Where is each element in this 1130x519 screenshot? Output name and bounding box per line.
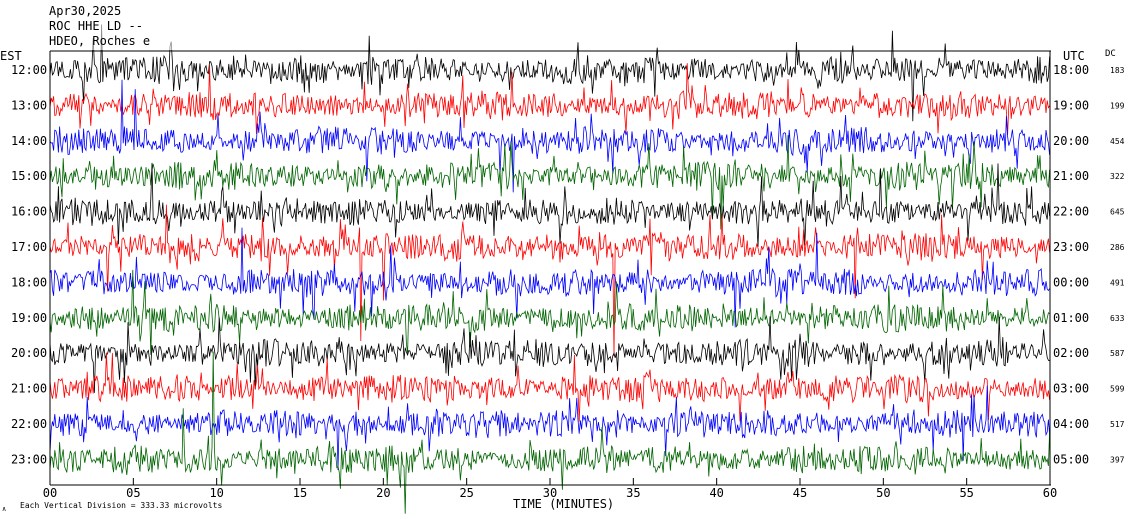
x-tick-label: 45 <box>793 486 807 500</box>
utc-hour-label: 05:00 <box>1053 452 1089 466</box>
dc-offset-labels: 183 199 454 322 645 286 491 633 587 599 517 397 <box>1110 66 1125 464</box>
trace-line <box>49 352 1050 422</box>
dc-offset-value: 397 <box>1110 455 1125 464</box>
trace-line <box>49 24 1050 122</box>
est-hour-label: 16:00 <box>11 205 47 219</box>
est-time-labels: 12:00 13:00 14:00 15:00 16:00 17:00 18:00 19:00… <box>11 63 47 466</box>
est-hour-label: 21:00 <box>11 382 47 396</box>
x-tick-label: 15 <box>293 486 307 500</box>
x-tick-labels: 00 05 10 15 20 25 30 35 40 45 50 55 60 <box>43 486 1057 500</box>
dc-offset-value: 599 <box>1110 385 1125 394</box>
x-axis-title: TIME (MINUTES) <box>513 497 614 511</box>
est-axis-label: EST <box>0 49 22 63</box>
seismic-traces <box>49 24 1050 514</box>
x-tick-label: 55 <box>959 486 973 500</box>
trace-line <box>49 162 1050 247</box>
trace-line <box>49 385 1050 471</box>
trace-line <box>49 63 1050 136</box>
utc-hour-label: 01:00 <box>1053 311 1089 325</box>
x-tick-label: 25 <box>459 486 473 500</box>
trace-line <box>49 135 1050 230</box>
utc-hour-label: 00:00 <box>1053 275 1089 289</box>
dc-offset-value: 491 <box>1110 278 1125 287</box>
dc-offset-value: 454 <box>1110 137 1125 146</box>
x-tick-label: 50 <box>876 486 890 500</box>
x-tick-label: 05 <box>126 486 140 500</box>
dc-offset-value: 633 <box>1110 314 1125 323</box>
header: Apr30,2025 ROC HHE LD -- HDEO, Roches e <box>45 2 183 50</box>
dc-offset-value: 587 <box>1110 349 1125 358</box>
dc-offset-value: 199 <box>1110 101 1125 110</box>
dc-offset-value: 322 <box>1110 172 1125 181</box>
dc-offset-value: 517 <box>1110 420 1125 429</box>
trace-line <box>49 227 1050 328</box>
header-date: Apr30,2025 <box>49 4 121 18</box>
est-hour-label: 20:00 <box>11 346 47 360</box>
dc-axis-label: DC <box>1105 49 1116 59</box>
scale-note: Each Vertical Division = 333.33 microvol… <box>20 501 222 510</box>
dc-offset-value: 645 <box>1110 208 1125 217</box>
est-hour-label: 23:00 <box>11 452 47 466</box>
dc-offset-value: 183 <box>1110 66 1125 75</box>
x-tick-label: 35 <box>626 486 640 500</box>
x-tick-label: 60 <box>1043 486 1057 500</box>
x-axis-ticks <box>49 478 1051 485</box>
dc-offset-value: 286 <box>1110 243 1125 252</box>
utc-hour-label: 02:00 <box>1053 346 1089 360</box>
est-hour-label: 14:00 <box>11 134 47 148</box>
est-hour-label: 19:00 <box>11 311 47 325</box>
est-hour-label: 15:00 <box>11 169 47 183</box>
x-tick-label: 00 <box>43 486 57 500</box>
x-tick-label: 30 <box>543 486 557 500</box>
trace-line <box>49 351 1050 514</box>
utc-hour-label: 23:00 <box>1053 240 1089 254</box>
utc-axis-label: UTC <box>1063 49 1085 63</box>
utc-hour-label: 21:00 <box>1053 169 1089 183</box>
x-tick-label: 20 <box>376 486 390 500</box>
utc-hour-label: 18:00 <box>1053 63 1089 77</box>
header-station: ROC HHE LD -- <box>49 19 143 33</box>
x-tick-label: 40 <box>709 486 723 500</box>
est-hour-label: 22:00 <box>11 417 47 431</box>
utc-hour-label: 03:00 <box>1053 382 1089 396</box>
x-tick-label: 10 <box>209 486 223 500</box>
trace-line <box>49 316 1050 393</box>
header-location: HDEO, Roches e <box>49 34 150 48</box>
trace-line <box>49 79 1050 193</box>
scale-note-marker: ∧ <box>2 505 6 513</box>
utc-time-labels: 18:00 19:00 20:00 21:00 22:00 23:00 00:00 01:00… <box>1053 63 1089 466</box>
utc-hour-label: 04:00 <box>1053 417 1089 431</box>
est-hour-label: 12:00 <box>11 63 47 77</box>
trace-line <box>49 269 1050 355</box>
trace-line <box>49 204 1050 357</box>
utc-hour-label: 19:00 <box>1053 98 1089 112</box>
est-hour-label: 17:00 <box>11 240 47 254</box>
est-hour-label: 13:00 <box>11 98 47 112</box>
est-hour-label: 18:00 <box>11 275 47 289</box>
utc-hour-label: 20:00 <box>1053 134 1089 148</box>
utc-hour-label: 22:00 <box>1053 205 1089 219</box>
